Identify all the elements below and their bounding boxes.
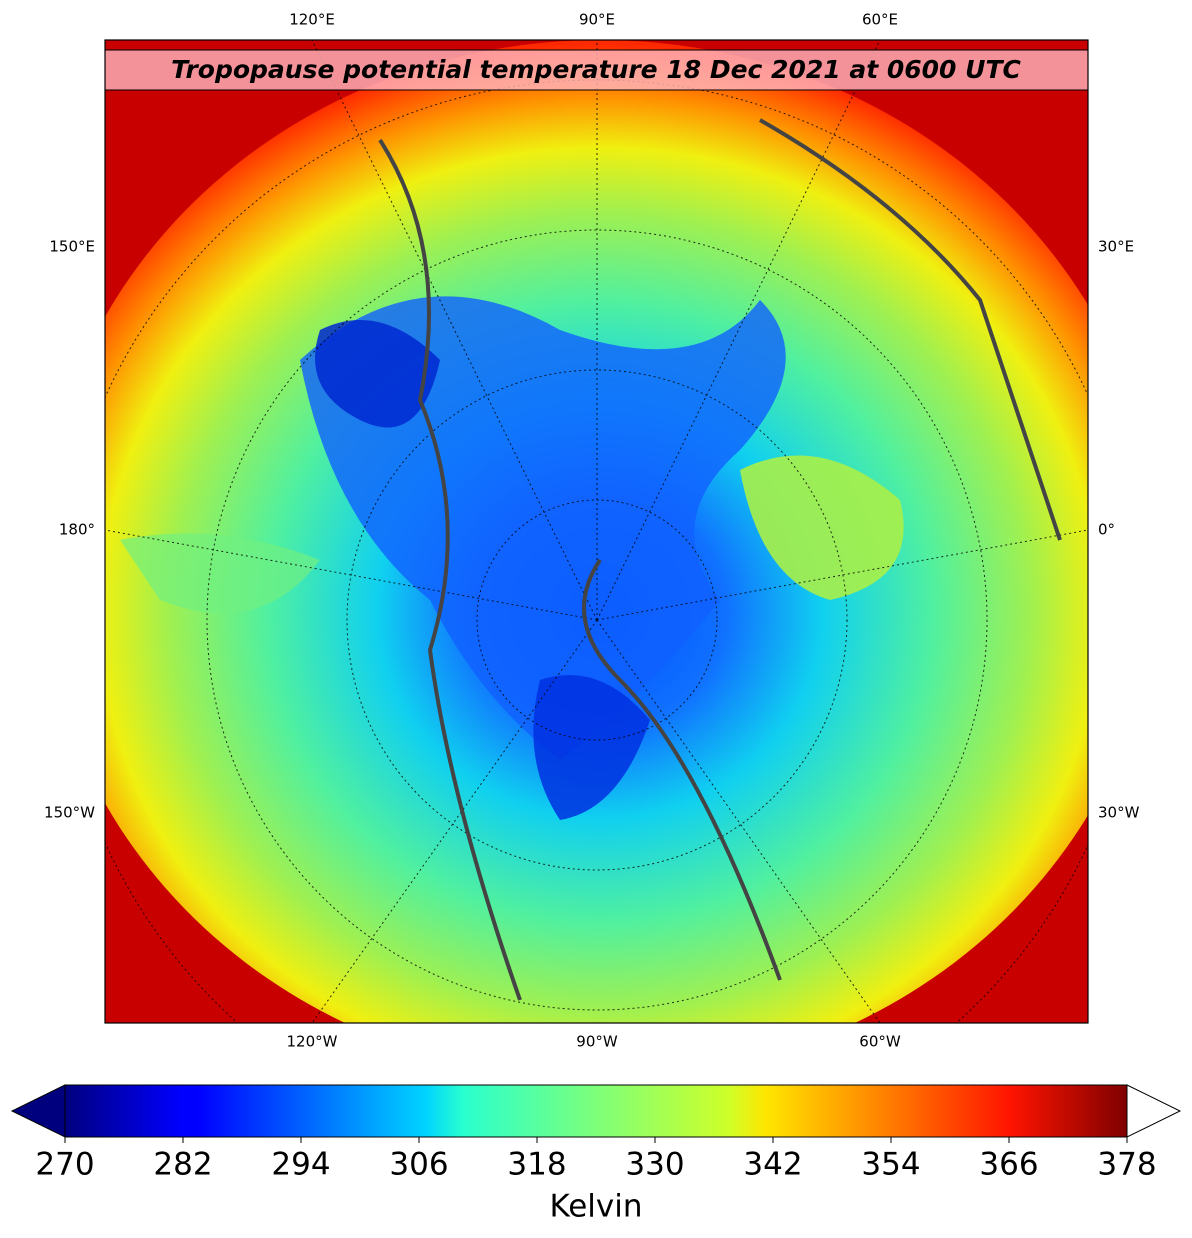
longitude-label: 120°E <box>289 11 335 29</box>
longitude-label: 90°W <box>576 1033 618 1051</box>
map: Tropopause potential temperature 18 Dec … <box>105 40 1088 1023</box>
colorbar-tick-label: 294 <box>271 1147 330 1183</box>
colorbar-label: Kelvin <box>549 1189 642 1225</box>
colorbar-fill <box>65 1085 1127 1137</box>
colorbar-tick-label: 366 <box>979 1147 1038 1183</box>
longitude-label: 60°W <box>859 1033 901 1051</box>
colorbar-tick-label: 354 <box>861 1147 920 1183</box>
longitude-label: 90°E <box>579 11 615 29</box>
colorbar-tick-label: 378 <box>1097 1147 1156 1183</box>
longitude-label: 30°W <box>1098 804 1140 822</box>
colorbar-extend-high <box>1126 1084 1182 1138</box>
longitude-label: 150°E <box>49 238 95 256</box>
longitude-label: 180° <box>59 521 95 539</box>
colorbar-tick-label: 270 <box>35 1147 94 1183</box>
colorbar-tick-label: 330 <box>625 1147 684 1183</box>
colorbar: Kelvin 270 282 294 306 318 330 342 354 366 378 <box>10 1084 1182 1225</box>
longitude-label: 30°E <box>1098 238 1134 256</box>
longitude-label: 60°E <box>862 11 898 29</box>
colorbar-tick-label: 342 <box>743 1147 802 1183</box>
colorbar-frame <box>64 1084 1128 1138</box>
colorbar-tick-label: 306 <box>389 1147 448 1183</box>
longitude-label: 120°W <box>287 1033 338 1051</box>
colorbar-tick-label: 318 <box>507 1147 566 1183</box>
colorbar-tick-label: 282 <box>153 1147 212 1183</box>
longitude-label: 150°W <box>44 804 95 822</box>
map-frame <box>104 39 1089 1024</box>
colorbar-extend-low <box>10 1084 66 1138</box>
longitude-label: 0° <box>1098 521 1115 539</box>
map-title: Tropopause potential temperature 18 Dec … <box>171 55 1021 84</box>
